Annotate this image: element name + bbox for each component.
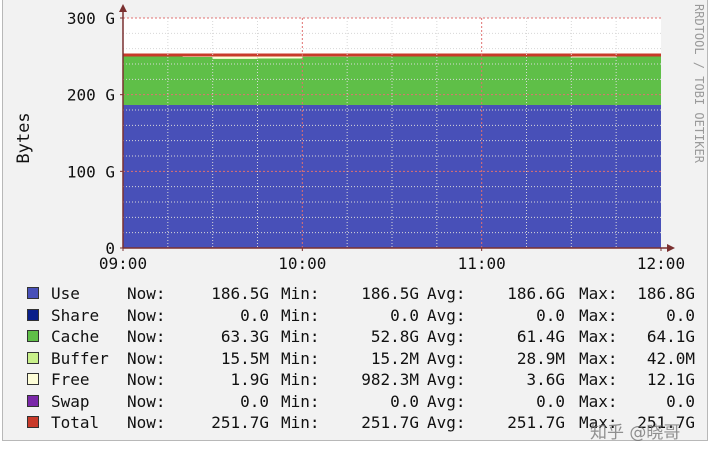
legend-name: Swap <box>51 391 90 411</box>
rrdtool-credit: RRDTOOL / TOBI OETIKER <box>692 4 706 164</box>
legend-avg: 186.6G <box>507 284 565 303</box>
legend-min-label: Min: <box>281 284 320 303</box>
legend-now: 251.7G <box>211 413 269 432</box>
x-axis-arrow <box>667 244 675 252</box>
legend-now-label: Now: <box>127 305 166 325</box>
x-tick-label: 11:00 <box>458 254 506 273</box>
legend-avg-label: Avg: <box>427 348 466 368</box>
legend-row: Free Now: 1.9G Min: 982.3M Avg: 3.6G Max: 12.1G <box>27 368 703 390</box>
legend-max: 251.7G <box>637 413 695 432</box>
legend-max: 0.0 <box>666 305 695 325</box>
y-axis-label: Bytes <box>14 112 34 163</box>
legend-max-label: Max: <box>579 284 618 303</box>
legend-min-label: Min: <box>281 370 320 389</box>
legend-row: Total Now: 251.7G Min: 251.7G Avg: 251.7G Max: 2… <box>27 411 703 433</box>
legend-swatch <box>27 287 39 299</box>
legend-avg: 3.6G <box>526 370 565 389</box>
legend-name: Free <box>51 370 90 389</box>
legend-avg: 0.0 <box>536 305 565 325</box>
legend-min-label: Min: <box>281 391 320 411</box>
legend-now: 15.5M <box>220 348 269 368</box>
x-tick-label: 10:00 <box>278 254 326 273</box>
legend-swatch <box>27 330 39 342</box>
legend-max: 42.0M <box>646 348 695 368</box>
legend-row: Buffer Now: 15.5M Min: 15.2M Avg: 28.9M Max: 42.… <box>27 347 703 369</box>
watermark: 知乎 @晓哥 <box>590 423 681 443</box>
legend-swatch <box>27 308 39 321</box>
legend-min: 0.0 <box>390 391 419 411</box>
x-tick-label: 12:00 <box>637 254 685 273</box>
legend-swatch <box>27 416 39 428</box>
legend-avg-label: Avg: <box>427 284 466 303</box>
legend-max-label: Max: <box>579 391 618 411</box>
legend-row: Cache Now: 63.3G Min: 52.8G Avg: 61.4G Max: 64.1… <box>27 325 703 347</box>
legend-avg-label: Avg: <box>427 370 466 389</box>
legend-name: Buffer <box>51 348 109 368</box>
y-tick-label: 200 G <box>67 86 115 105</box>
legend-max-label: Max: <box>579 413 618 432</box>
legend: Use Now: 186.5G Min: 186.5G Avg: 186.6G Max: 186… <box>27 282 703 433</box>
legend-now: 1.9G <box>230 370 269 389</box>
legend-now: 186.5G <box>211 284 269 303</box>
legend-swatch <box>27 394 39 407</box>
memory-chart: 0 100 G 200 G 300 G 09:00 10:00 11:00 12:00 Byt… <box>14 4 706 273</box>
legend-avg: 0.0 <box>536 391 565 411</box>
legend-min: 52.8G <box>370 327 419 346</box>
legend-now-label: Now: <box>127 284 166 303</box>
y-tick-label: 300 G <box>67 9 115 28</box>
legend-min-label: Min: <box>281 327 320 346</box>
legend-now: 0.0 <box>240 391 269 411</box>
legend-now-label: Now: <box>127 370 166 389</box>
legend-now-label: Now: <box>127 391 166 411</box>
legend-min-label: Min: <box>281 305 320 325</box>
graph-panel: 0 100 G 200 G 300 G 09:00 10:00 11:00 12:00 Byt… <box>2 0 708 441</box>
legend-avg-label: Avg: <box>427 305 466 325</box>
legend-max: 0.0 <box>666 391 695 411</box>
legend-max-label: Max: <box>579 327 618 346</box>
legend-row: Share Now: 0.0 Min: 0.0 Avg: 0.0 Max: 0.0 <box>27 304 703 326</box>
legend-name: Total <box>51 413 100 432</box>
legend-swatch <box>27 351 39 364</box>
legend-avg-label: Avg: <box>427 327 466 346</box>
legend-max: 64.1G <box>646 327 695 346</box>
legend-row: Swap Now: 0.0 Min: 0.0 Avg: 0.0 Max: 0.0 <box>27 390 703 412</box>
area-use <box>123 104 661 248</box>
legend-name: Use <box>51 284 80 303</box>
legend-max-label: Max: <box>579 370 618 389</box>
legend-min-label: Min: <box>281 413 320 432</box>
legend-avg: 251.7G <box>507 413 565 432</box>
area-cache <box>123 55 661 106</box>
legend-avg: 28.9M <box>516 348 565 368</box>
legend-max: 12.1G <box>646 370 695 389</box>
y-tick-label: 100 G <box>67 162 115 181</box>
legend-row: Use Now: 186.5G Min: 186.5G Avg: 186.6G Max: 186… <box>27 282 703 304</box>
legend-now: 63.3G <box>220 327 269 346</box>
legend-min: 982.3M <box>361 370 419 389</box>
legend-swatch <box>27 373 39 385</box>
legend-now-label: Now: <box>127 413 166 432</box>
legend-min: 0.0 <box>390 305 419 325</box>
legend-now: 0.0 <box>240 305 269 325</box>
legend-max: 186.8G <box>637 284 695 303</box>
y-tick-label: 0 <box>105 239 115 258</box>
legend-min-label: Min: <box>281 348 320 368</box>
legend-max-label: Max: <box>579 348 618 368</box>
legend-min: 15.2M <box>370 348 419 368</box>
legend-min: 251.7G <box>361 413 419 432</box>
legend-avg: 61.4G <box>516 327 565 346</box>
legend-now-label: Now: <box>127 327 166 346</box>
legend-avg-label: Avg: <box>427 413 466 432</box>
legend-now-label: Now: <box>127 348 166 368</box>
y-axis-arrow <box>119 4 127 12</box>
legend-avg-label: Avg: <box>427 391 466 411</box>
legend-name: Share <box>51 305 100 325</box>
legend-name: Cache <box>51 327 100 346</box>
x-tick-label: 09:00 <box>99 254 147 273</box>
legend-min: 186.5G <box>361 284 419 303</box>
legend-max-label: Max: <box>579 305 618 325</box>
